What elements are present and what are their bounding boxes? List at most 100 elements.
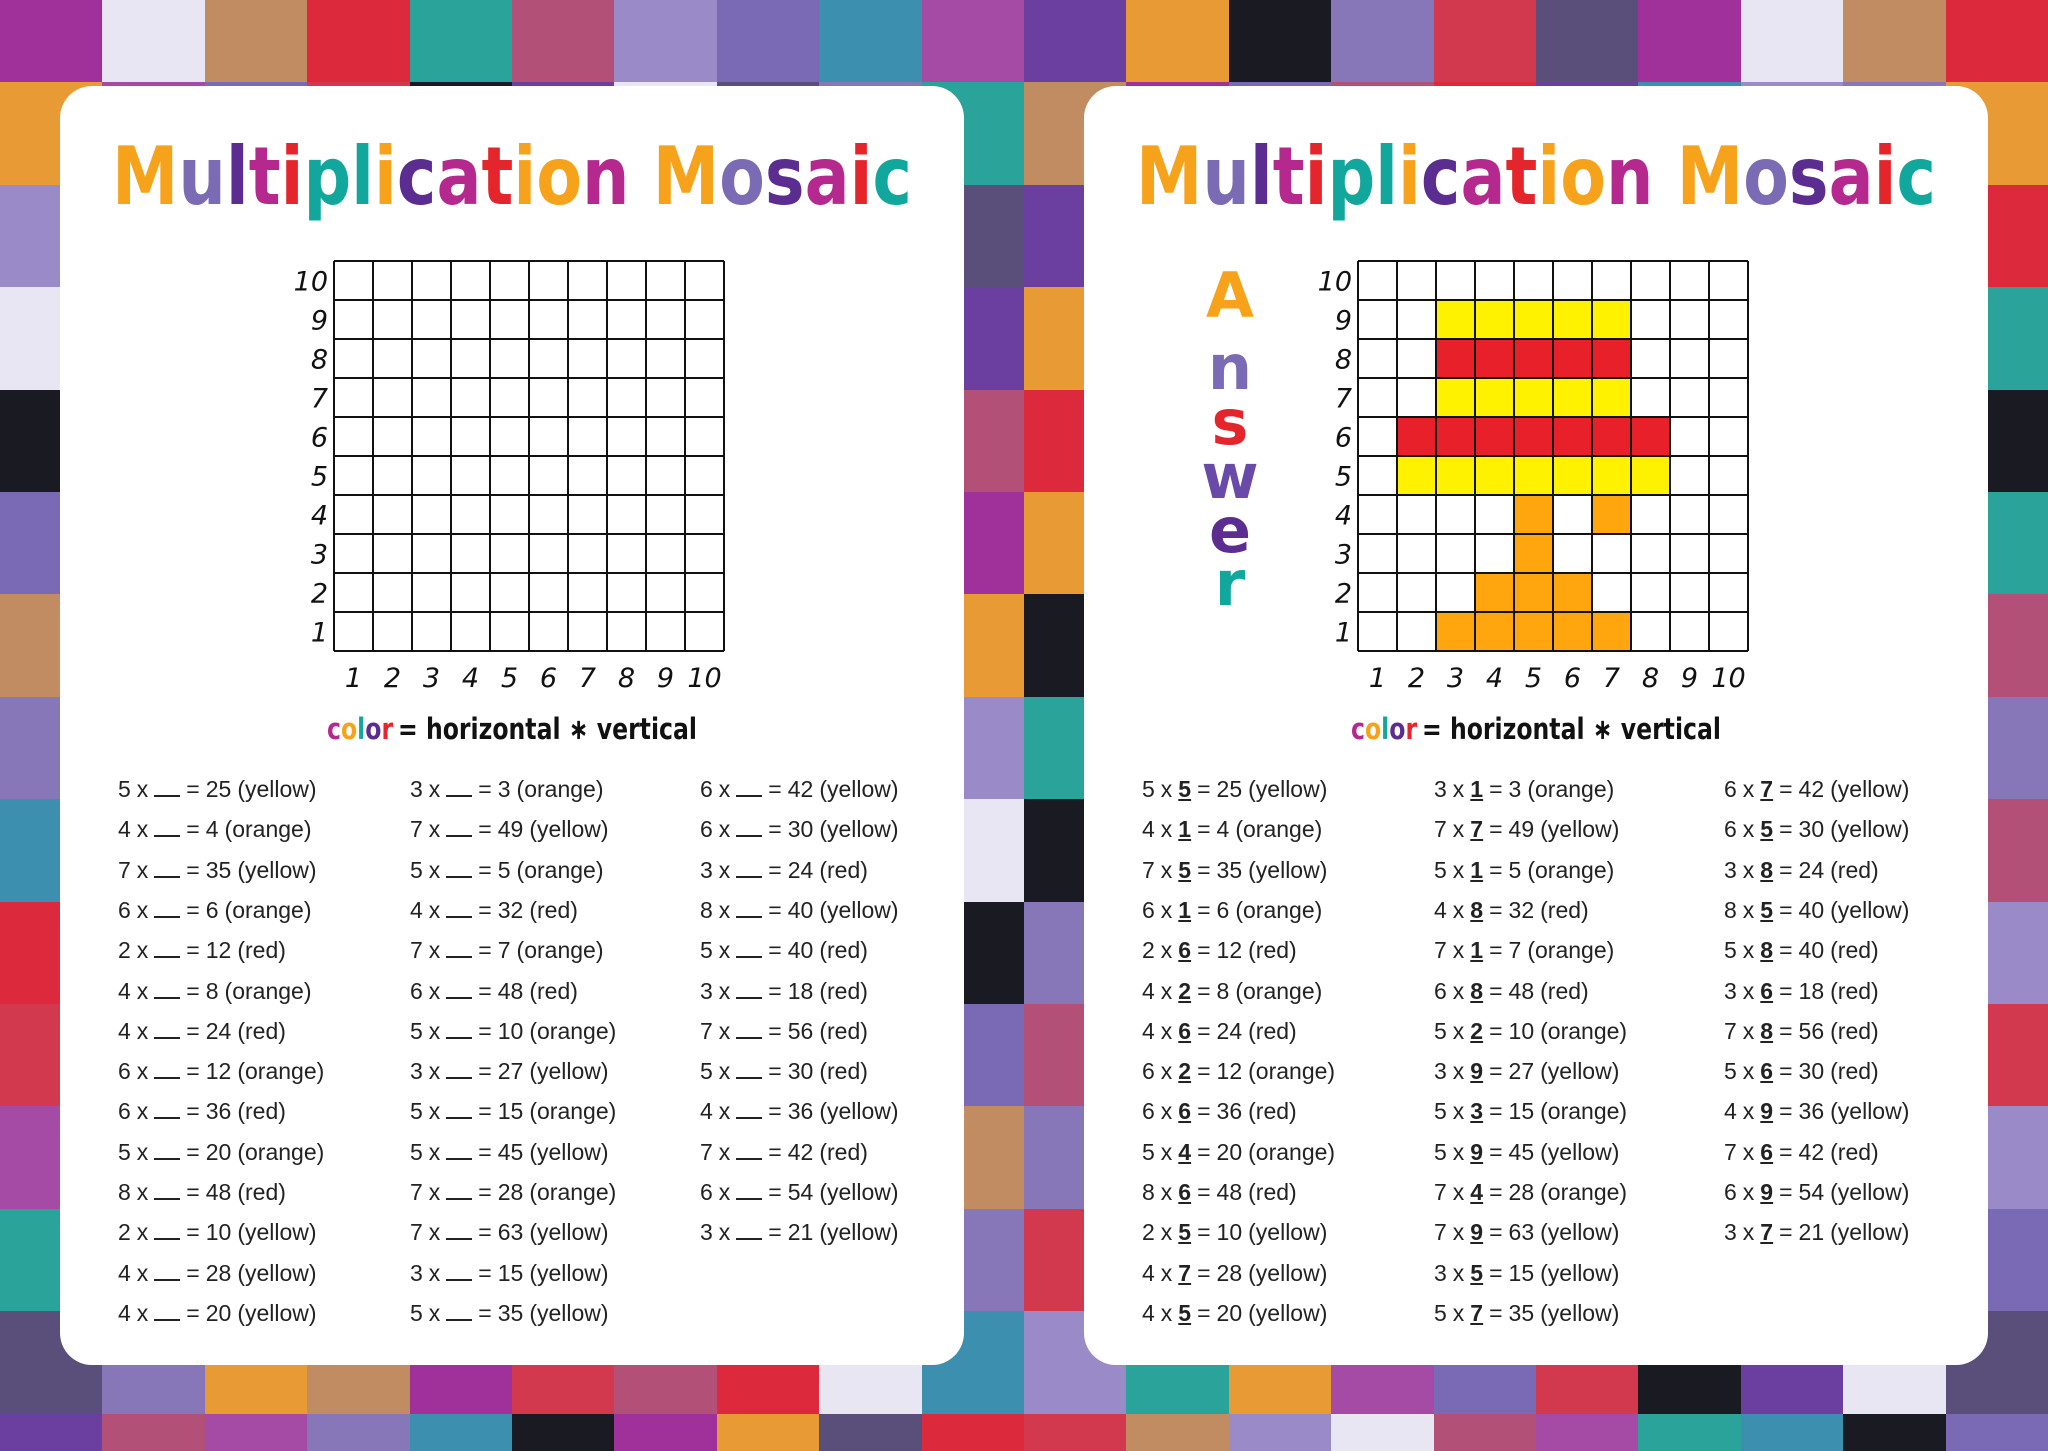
problem: 6 x = 48 (red): [410, 978, 584, 1005]
color-name: orange: [537, 1017, 609, 1044]
close-paren: ): [1611, 1219, 1620, 1246]
product: 42: [787, 776, 814, 802]
times: x: [1452, 1017, 1465, 1044]
factor: 4: [410, 896, 423, 923]
close-paren: ): [608, 1179, 617, 1205]
legend-color-word: color: [327, 712, 394, 746]
letter: i: [513, 130, 536, 223]
times: x: [1742, 816, 1755, 843]
times: x: [1742, 776, 1755, 802]
open-paren: (: [819, 776, 827, 802]
times: x: [1452, 896, 1465, 923]
equals: =: [1779, 776, 1793, 802]
problem: 7 x 8 = 56 (red): [1724, 1018, 1885, 1045]
times: x: [718, 1219, 731, 1246]
color-name: yellow: [1547, 1259, 1612, 1286]
factor: 7: [1724, 1017, 1737, 1044]
color-name: yellow: [245, 776, 309, 802]
factor: 5: [410, 1098, 423, 1125]
y-axis-label: 2: [1335, 579, 1352, 610]
color-name: yellow: [1255, 776, 1320, 802]
letter: n: [582, 130, 629, 223]
color-name: red: [1837, 1017, 1872, 1044]
open-paren: (: [1540, 896, 1548, 923]
letter: o: [1743, 130, 1789, 223]
problem: 5 x 3 = 15 (orange): [1434, 1098, 1633, 1125]
letter: s: [1789, 130, 1829, 223]
product: 12: [205, 1058, 232, 1085]
letter: a: [805, 130, 850, 223]
equals: =: [186, 816, 200, 843]
open-paren: (: [237, 1179, 245, 1205]
factor: 4: [1142, 1259, 1155, 1286]
equals: =: [1779, 1058, 1793, 1085]
close-paren: ): [278, 1179, 286, 1205]
y-axis-label: 3: [311, 540, 328, 571]
mosaic-cell: [1436, 456, 1475, 495]
problem: 6 x 8 = 48 (red): [1434, 978, 1595, 1005]
open-paren: (: [529, 816, 537, 843]
letter: M: [112, 130, 178, 223]
answer: 8: [1760, 856, 1774, 883]
close-paren: ): [860, 1138, 868, 1165]
blank: [154, 1142, 181, 1160]
factor: 4: [1434, 896, 1447, 923]
open-paren: (: [1540, 1219, 1548, 1246]
open-paren: (: [237, 1058, 245, 1085]
bg-square: [614, 0, 718, 83]
mosaic-cell: [1553, 378, 1592, 417]
times: x: [136, 896, 149, 923]
legend-formula: = horizontal ∗ vertical: [398, 712, 697, 746]
mosaic-cell: [1397, 417, 1436, 456]
answer: 6: [1760, 1138, 1774, 1165]
x-axis-label: 8: [1642, 663, 1659, 694]
mosaic-cell: [1475, 573, 1514, 612]
product: 24: [1216, 1017, 1243, 1044]
letter: r: [381, 712, 393, 746]
answer: 6: [1178, 1098, 1192, 1125]
mosaic-cell: [1514, 417, 1553, 456]
equals: =: [1779, 896, 1793, 923]
times: x: [428, 1259, 441, 1286]
blank: [154, 1222, 181, 1241]
times: x: [1742, 896, 1755, 923]
problem: 7 x = 49 (yellow): [410, 816, 615, 843]
problem: 6 x 2 = 12 (orange): [1142, 1058, 1341, 1085]
x-axis-label: 10: [1711, 663, 1745, 694]
mosaic-cell: [1514, 495, 1553, 534]
equals: =: [1197, 1058, 1211, 1085]
factor: 4: [1724, 1098, 1737, 1125]
product: 40: [787, 937, 814, 964]
equals: =: [1779, 1219, 1793, 1246]
equals: =: [1197, 856, 1211, 883]
answer: 7: [1760, 776, 1774, 802]
product: 30: [1798, 816, 1825, 843]
bg-square: [1433, 0, 1537, 83]
letter: c: [327, 712, 341, 746]
times: x: [1452, 1058, 1465, 1085]
close-paren: ): [278, 1017, 286, 1044]
x-axis-label: 1: [345, 663, 362, 694]
factor: 5: [1434, 856, 1447, 883]
equals: =: [478, 1179, 492, 1205]
color-name: yellow: [537, 816, 601, 843]
open-paren: (: [529, 1299, 537, 1326]
letter: [1653, 130, 1676, 223]
open-paren: (: [237, 937, 245, 964]
open-paren: (: [1540, 1098, 1548, 1125]
close-paren: ): [308, 1219, 317, 1246]
color-name: yellow: [245, 1299, 309, 1326]
bg-square: [716, 0, 820, 83]
mosaic-cell: [1514, 612, 1553, 651]
letter: w: [1201, 440, 1258, 513]
answer: 4: [1470, 1179, 1484, 1205]
open-paren: (: [1235, 896, 1243, 923]
problem: 3 x 7 = 21 (yellow): [1724, 1219, 1915, 1246]
problem: 2 x 6 = 12 (red): [1142, 937, 1303, 964]
legend-formula: = horizontal ∗ vertical: [1422, 712, 1721, 746]
product: 49: [1508, 816, 1535, 843]
problem: 5 x 2 = 10 (orange): [1434, 1018, 1633, 1045]
times: x: [718, 1017, 731, 1044]
product: 30: [1798, 1058, 1825, 1085]
factor: 3: [1434, 1058, 1447, 1085]
